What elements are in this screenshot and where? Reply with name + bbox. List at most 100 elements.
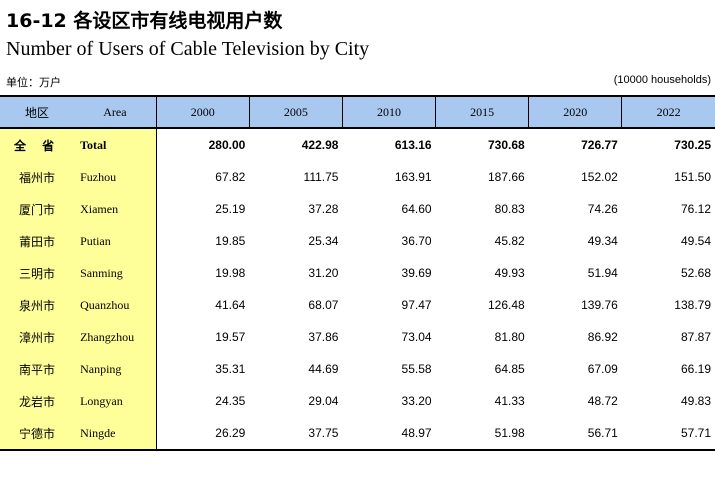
header-year: 2015	[435, 95, 529, 129]
table-header-row: 地区 Area 2000 2005 2010 2015 2020 2022	[0, 95, 715, 129]
table-cell: 31.20	[308, 266, 339, 280]
table-cell: 45.82	[494, 234, 525, 248]
table-cell: 64.60	[401, 202, 432, 216]
table-cell: 44.69	[308, 362, 339, 376]
table-cell: 138.79	[674, 298, 711, 312]
table-cell: 55.58	[401, 362, 432, 376]
header-year: 2000	[155, 95, 250, 129]
row-region-en: Nanping	[74, 353, 157, 385]
header-year: 2005	[248, 95, 343, 129]
table-row-total: 全 省 Total 280.00 422.98 613.16 730.68 72…	[0, 128, 715, 161]
row-region-en: Sanming	[74, 257, 157, 289]
row-region-cn: 全 省	[0, 128, 75, 161]
header-year: 2020	[528, 95, 622, 129]
table-cell: 139.76	[581, 298, 618, 312]
header-year: 2022	[621, 95, 715, 129]
header-year: 2010	[341, 95, 436, 129]
table-cell: 80.83	[494, 202, 525, 216]
table-cell: 19.85	[215, 234, 246, 248]
row-region-cn: 漳州市	[0, 321, 75, 353]
table-cell: 52.68	[680, 266, 711, 280]
unit-label-en: (10000 households)	[613, 74, 711, 86]
row-region-cn: 莆田市	[0, 225, 75, 257]
row-region-cn: 三明市	[0, 257, 75, 289]
table-row: 厦门市 Xiamen 25.19 37.28 64.60 80.83 74.26…	[0, 193, 715, 225]
table-cell: 64.85	[494, 362, 525, 376]
table-row: 莆田市 Putian 19.85 25.34 36.70 45.82 49.34…	[0, 225, 715, 257]
table-cell: 19.57	[215, 330, 246, 344]
row-region-en: Putian	[74, 225, 157, 257]
table-cell: 57.71	[621, 417, 715, 451]
table-cell: 56.71	[528, 417, 622, 451]
header-region-cn: 地区	[0, 95, 75, 129]
row-region-en: Fuzhou	[74, 161, 157, 193]
table-cell: 19.98	[215, 266, 246, 280]
table-cell: 280.00	[208, 138, 246, 152]
table-cell: 33.20	[401, 394, 432, 408]
table-cell: 35.31	[215, 362, 246, 376]
row-region-cn: 泉州市	[0, 289, 75, 321]
row-region-en: Zhangzhou	[74, 321, 157, 353]
table-row: 龙岩市 Longyan 24.35 29.04 33.20 41.33 48.7…	[0, 385, 715, 417]
table-cell: 76.12	[680, 202, 711, 216]
table-cell: 41.64	[215, 298, 246, 312]
table-cell: 111.75	[303, 170, 339, 184]
table-row: 福州市 Fuzhou 67.82 111.75 163.91 187.66 15…	[0, 161, 715, 193]
table-cell: 51.98	[435, 417, 529, 451]
table-cell: 41.33	[494, 394, 525, 408]
row-region-en: Quanzhou	[74, 289, 157, 321]
unit-label-cn: 单位：万户	[6, 76, 61, 89]
table-cell: 49.54	[680, 234, 711, 248]
table-cell: 66.19	[680, 362, 711, 376]
table-cell: 67.09	[587, 362, 618, 376]
table-row: 南平市 Nanping 35.31 44.69 55.58 64.85 67.0…	[0, 353, 715, 385]
page-title-en: Number of Users of Cable Television by C…	[6, 38, 370, 60]
table-cell: 163.91	[394, 170, 432, 184]
table-cell: 86.92	[587, 330, 618, 344]
table-cell: 48.72	[587, 394, 618, 408]
table-cell: 51.94	[587, 266, 618, 280]
table-cell: 187.66	[488, 170, 525, 184]
table-cell: 97.47	[401, 298, 432, 312]
table-cell: 36.70	[401, 234, 432, 248]
page-title-cn: 16-12 各设区市有线电视用户数	[6, 10, 283, 32]
table-cell: 74.26	[587, 202, 618, 216]
table-cell: 422.98	[301, 138, 339, 152]
table-cell: 126.48	[488, 298, 525, 312]
table-cell: 49.34	[587, 234, 618, 248]
table-row: 泉州市 Quanzhou 41.64 68.07 97.47 126.48 13…	[0, 289, 715, 321]
table-cell: 726.77	[581, 138, 618, 152]
table-cell: 67.82	[215, 170, 246, 184]
row-region-cn: 南平市	[0, 353, 75, 385]
row-region-cn: 宁德市	[0, 417, 75, 451]
table-cell: 613.16	[394, 138, 432, 152]
table-cell: 730.68	[488, 138, 525, 152]
table-cell: 37.75	[249, 417, 343, 451]
table-cell: 48.97	[342, 417, 436, 451]
row-region-cn: 龙岩市	[0, 385, 75, 417]
table-cell: 152.02	[581, 170, 618, 184]
row-region-cn: 厦门市	[0, 193, 75, 225]
table-row: 三明市 Sanming 19.98 31.20 39.69 49.93 51.9…	[0, 257, 715, 289]
table-cell: 26.29	[156, 417, 250, 451]
row-region-en: Total	[74, 128, 157, 161]
table-cell: 25.19	[215, 202, 246, 216]
row-region-en: Longyan	[74, 385, 157, 417]
table-cell: 49.83	[680, 394, 711, 408]
row-region-en: Xiamen	[74, 193, 157, 225]
table-cell: 37.86	[308, 330, 339, 344]
table-row: 漳州市 Zhangzhou 19.57 37.86 73.04 81.80 86…	[0, 321, 715, 353]
table-row: 宁德市 Ningde 26.29 37.75 48.97 51.98 56.71…	[0, 417, 715, 451]
table-cell: 151.50	[674, 170, 711, 184]
header-region-en: Area	[74, 95, 157, 129]
table-cell: 68.07	[308, 298, 339, 312]
cable-tv-users-table: 地区 Area 2000 2005 2010 2015 2020 2022 全 …	[0, 95, 715, 451]
table-cell: 39.69	[401, 266, 432, 280]
table-cell: 24.35	[215, 394, 246, 408]
table-cell: 29.04	[308, 394, 339, 408]
table-cell: 730.25	[674, 138, 711, 152]
table-cell: 37.28	[308, 202, 339, 216]
table-cell: 25.34	[308, 234, 339, 248]
row-region-en: Ningde	[74, 417, 157, 451]
table-cell: 81.80	[494, 330, 525, 344]
